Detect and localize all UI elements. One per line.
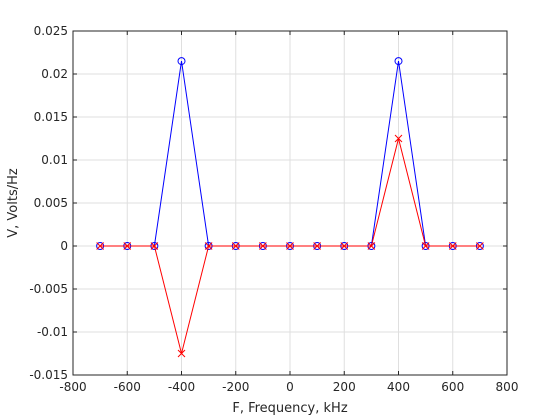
- data-point-x: [448, 242, 457, 250]
- y-tick-label: -0.01: [37, 325, 68, 339]
- series-layer: [96, 57, 484, 358]
- data-point-x: [476, 242, 484, 250]
- data-point-circle: [177, 57, 186, 66]
- data-point-x: [96, 242, 104, 250]
- axis-ticks: -800 -600 -400 -200 0 200 400 600 800 -0.015 -0.01…: [29, 24, 518, 394]
- data-point-x: [340, 242, 349, 250]
- y-axis-label: V, Volts/Hz: [6, 168, 21, 238]
- data-point-x: [367, 242, 376, 250]
- data-point-x: [421, 242, 430, 250]
- data-point-x: [177, 349, 186, 358]
- data-point-x: [231, 242, 240, 250]
- data-point-x: [259, 242, 267, 250]
- y-tick-label: 0: [60, 239, 68, 253]
- x-tick-label: 600: [441, 380, 464, 394]
- x-tick-label: 0: [286, 380, 294, 394]
- x-tick-label: 200: [333, 380, 356, 394]
- y-tick-label: 0.01: [41, 153, 68, 167]
- y-tick-label: 0.025: [34, 24, 68, 38]
- x-axis-label: F, Frequency, kHz: [232, 401, 347, 416]
- data-point-circle: [394, 57, 403, 66]
- x-tick-label: 400: [387, 380, 410, 394]
- x-tick-label: -800: [59, 380, 86, 394]
- data-point-x: [313, 242, 321, 250]
- series-2: [96, 134, 484, 358]
- data-point-x: [204, 242, 213, 250]
- y-tick-label: 0.02: [41, 67, 68, 81]
- grid: [72, 30, 508, 376]
- data-point-x: [286, 242, 294, 250]
- x-tick-label: -200: [222, 380, 249, 394]
- data-point-x: [394, 134, 403, 143]
- y-tick-label: 0.005: [34, 196, 68, 210]
- x-tick-label: 800: [496, 380, 519, 394]
- data-point-x: [123, 242, 132, 250]
- data-point-x: [150, 242, 159, 250]
- y-tick-label: -0.015: [29, 368, 68, 382]
- x-tick-label: -600: [114, 380, 141, 394]
- y-tick-label: -0.005: [29, 282, 68, 296]
- x-tick-label: -400: [168, 380, 195, 394]
- y-tick-label: 0.015: [34, 110, 68, 124]
